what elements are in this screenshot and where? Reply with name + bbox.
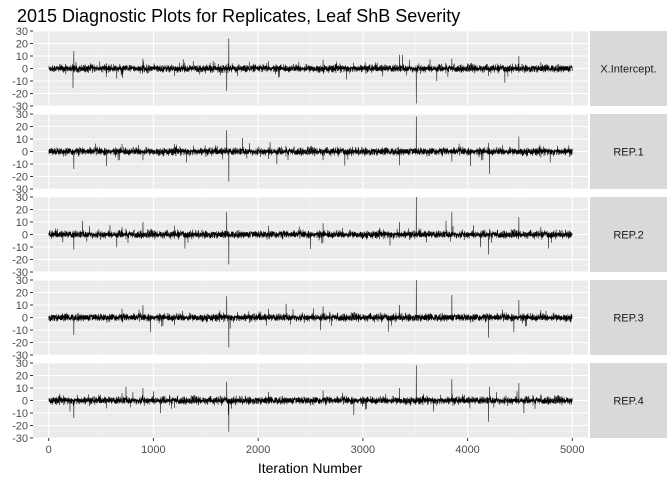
y-tick-label: 0 <box>22 312 28 324</box>
y-tick-label: -30 <box>12 184 28 196</box>
y-tick-label: -20 <box>12 171 28 183</box>
y-tick-label: -10 <box>12 76 28 88</box>
trace-line <box>48 196 573 265</box>
y-tick-label: 30 <box>16 26 28 38</box>
facet-label: REP.1 <box>613 147 643 159</box>
y-tick-label: 20 <box>16 204 28 216</box>
trace-line <box>48 38 573 104</box>
y-tick-label: 20 <box>16 287 28 299</box>
trace-line <box>48 365 573 432</box>
y-tick-label: -20 <box>12 254 28 266</box>
y-tick-label: 20 <box>16 370 28 382</box>
facet-strip <box>590 31 667 106</box>
facet-strip <box>590 114 667 189</box>
facet-strip <box>590 280 667 355</box>
x-tick-label: 4000 <box>455 444 479 456</box>
y-tick-label: 30 <box>16 109 28 121</box>
y-tick-label: -10 <box>12 242 28 254</box>
facet-label: REP.2 <box>613 230 643 242</box>
chart-title: 2015 Diagnostic Plots for Replicates, Le… <box>17 6 460 26</box>
y-tick-label: 0 <box>22 229 28 241</box>
y-tick-label: 20 <box>16 38 28 50</box>
y-tick-label: -20 <box>12 420 28 432</box>
y-tick-label: -10 <box>12 408 28 420</box>
y-tick-label: -20 <box>12 337 28 349</box>
x-axis-title: Iteration Number <box>258 460 363 476</box>
y-tick-label: 10 <box>16 217 28 229</box>
y-tick-label: 30 <box>16 192 28 204</box>
x-tick-label: 2000 <box>246 444 270 456</box>
y-tick-label: -10 <box>12 325 28 337</box>
x-tick-label: 0 <box>46 444 52 456</box>
x-tick-label: 1000 <box>141 444 165 456</box>
x-tick-label: 3000 <box>351 444 375 456</box>
y-tick-label: 20 <box>16 121 28 133</box>
trace-line <box>48 116 573 182</box>
x-tick-label: 5000 <box>560 444 584 456</box>
y-tick-label: 0 <box>22 63 28 75</box>
y-tick-label: 10 <box>16 134 28 146</box>
y-tick-label: 10 <box>16 51 28 63</box>
facet-label: REP.4 <box>613 396 643 408</box>
x-axis: 0 1000 2000 3000 4000 5000 <box>46 438 585 456</box>
y-tick-label: 10 <box>16 383 28 395</box>
y-tick-label: 30 <box>16 358 28 370</box>
y-tick-label: -30 <box>12 433 28 445</box>
facet-label: REP.3 <box>613 313 643 325</box>
facet-strip <box>590 197 667 272</box>
y-tick-label: -30 <box>12 101 28 113</box>
facet-label: X.Intercept. <box>600 64 656 76</box>
y-tick-label: -30 <box>12 267 28 279</box>
y-tick-label: 0 <box>22 146 28 158</box>
y-tick-label: -20 <box>12 88 28 100</box>
y-tick-label: -30 <box>12 350 28 362</box>
y-tick-label: -10 <box>12 159 28 171</box>
y-tick-label: 30 <box>16 275 28 287</box>
y-tick-label: 10 <box>16 300 28 312</box>
trace-line <box>48 279 573 348</box>
facet-strip <box>590 363 667 438</box>
y-tick-label: 0 <box>22 395 28 407</box>
facet-panels: -30-20-100102030X.Intercept.-30-20-10010… <box>12 26 667 445</box>
